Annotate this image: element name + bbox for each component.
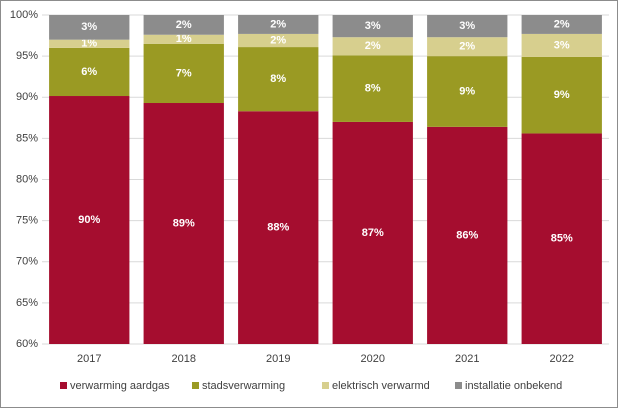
y-tick-label: 95% <box>16 50 38 62</box>
value-label: 8% <box>270 73 286 85</box>
value-label: 87% <box>362 227 384 239</box>
bar-segment <box>49 39 130 48</box>
bar-segment <box>238 47 319 112</box>
bar-segment <box>238 111 319 344</box>
legend-label: installatie onbekend <box>465 380 562 392</box>
value-label: 6% <box>81 66 97 78</box>
y-tick-label: 70% <box>16 256 38 268</box>
x-tick-label: 2019 <box>266 353 290 365</box>
bar-segment <box>143 15 224 35</box>
value-label: 9% <box>459 85 475 97</box>
value-label: 3% <box>459 20 475 32</box>
value-label: 3% <box>81 21 97 33</box>
legend-swatch <box>60 382 67 389</box>
legend-swatch <box>322 382 329 389</box>
bar-segment <box>143 43 224 104</box>
bar-segment <box>49 47 130 97</box>
legend-label: verwarming aardgas <box>70 380 170 392</box>
value-label: 9% <box>554 89 570 101</box>
value-label: 2% <box>176 19 192 31</box>
bar-segment <box>49 15 130 40</box>
value-label: 1% <box>81 38 97 50</box>
bar-segment <box>332 37 413 56</box>
bar-segment <box>332 121 413 344</box>
bar-segment <box>521 15 602 34</box>
value-label: 86% <box>456 229 478 241</box>
bar-segment <box>143 103 224 344</box>
x-tick-label: 2018 <box>172 353 196 365</box>
value-label: 90% <box>78 214 100 226</box>
value-label: 2% <box>270 34 286 46</box>
bar-segment <box>143 34 224 44</box>
value-label: 2% <box>365 40 381 52</box>
x-tick-label: 2021 <box>455 353 479 365</box>
value-label: 85% <box>551 233 573 245</box>
value-label: 7% <box>176 67 192 79</box>
bar-segment <box>427 126 508 344</box>
value-label: 88% <box>267 222 289 234</box>
y-tick-label: 65% <box>16 297 38 309</box>
bar-segment <box>521 56 602 134</box>
x-tick-label: 2020 <box>361 353 385 365</box>
y-tick-label: 85% <box>16 132 38 144</box>
y-tick-label: 75% <box>16 215 38 227</box>
bar-segment <box>332 15 413 38</box>
legend-label: stadsverwarming <box>202 380 285 392</box>
bar-segment <box>238 15 319 34</box>
x-tick-label: 2022 <box>550 353 574 365</box>
legend-label: elektrisch verwarmd <box>332 380 430 392</box>
y-tick-label: 60% <box>16 338 38 350</box>
bar-segment <box>521 33 602 57</box>
value-label: 2% <box>270 18 286 30</box>
legend-swatch <box>192 382 199 389</box>
bar-segment <box>427 37 508 57</box>
value-label: 89% <box>173 217 195 229</box>
bar-segment <box>427 15 508 38</box>
value-label: 3% <box>365 20 381 32</box>
bar-segment <box>332 55 413 122</box>
bar-segment <box>521 133 602 344</box>
bar-segment <box>427 56 508 127</box>
value-label: 2% <box>459 41 475 53</box>
x-tick-label: 2017 <box>77 353 101 365</box>
value-label: 2% <box>554 18 570 30</box>
value-label: 3% <box>554 39 570 51</box>
y-tick-label: 80% <box>16 173 38 185</box>
value-label: 8% <box>365 83 381 95</box>
value-label: 1% <box>176 33 192 45</box>
legend-swatch <box>455 382 462 389</box>
y-tick-label: 90% <box>16 91 38 103</box>
bar-segment <box>238 33 319 48</box>
y-tick-label: 100% <box>10 9 38 21</box>
bar-segment <box>49 96 130 344</box>
